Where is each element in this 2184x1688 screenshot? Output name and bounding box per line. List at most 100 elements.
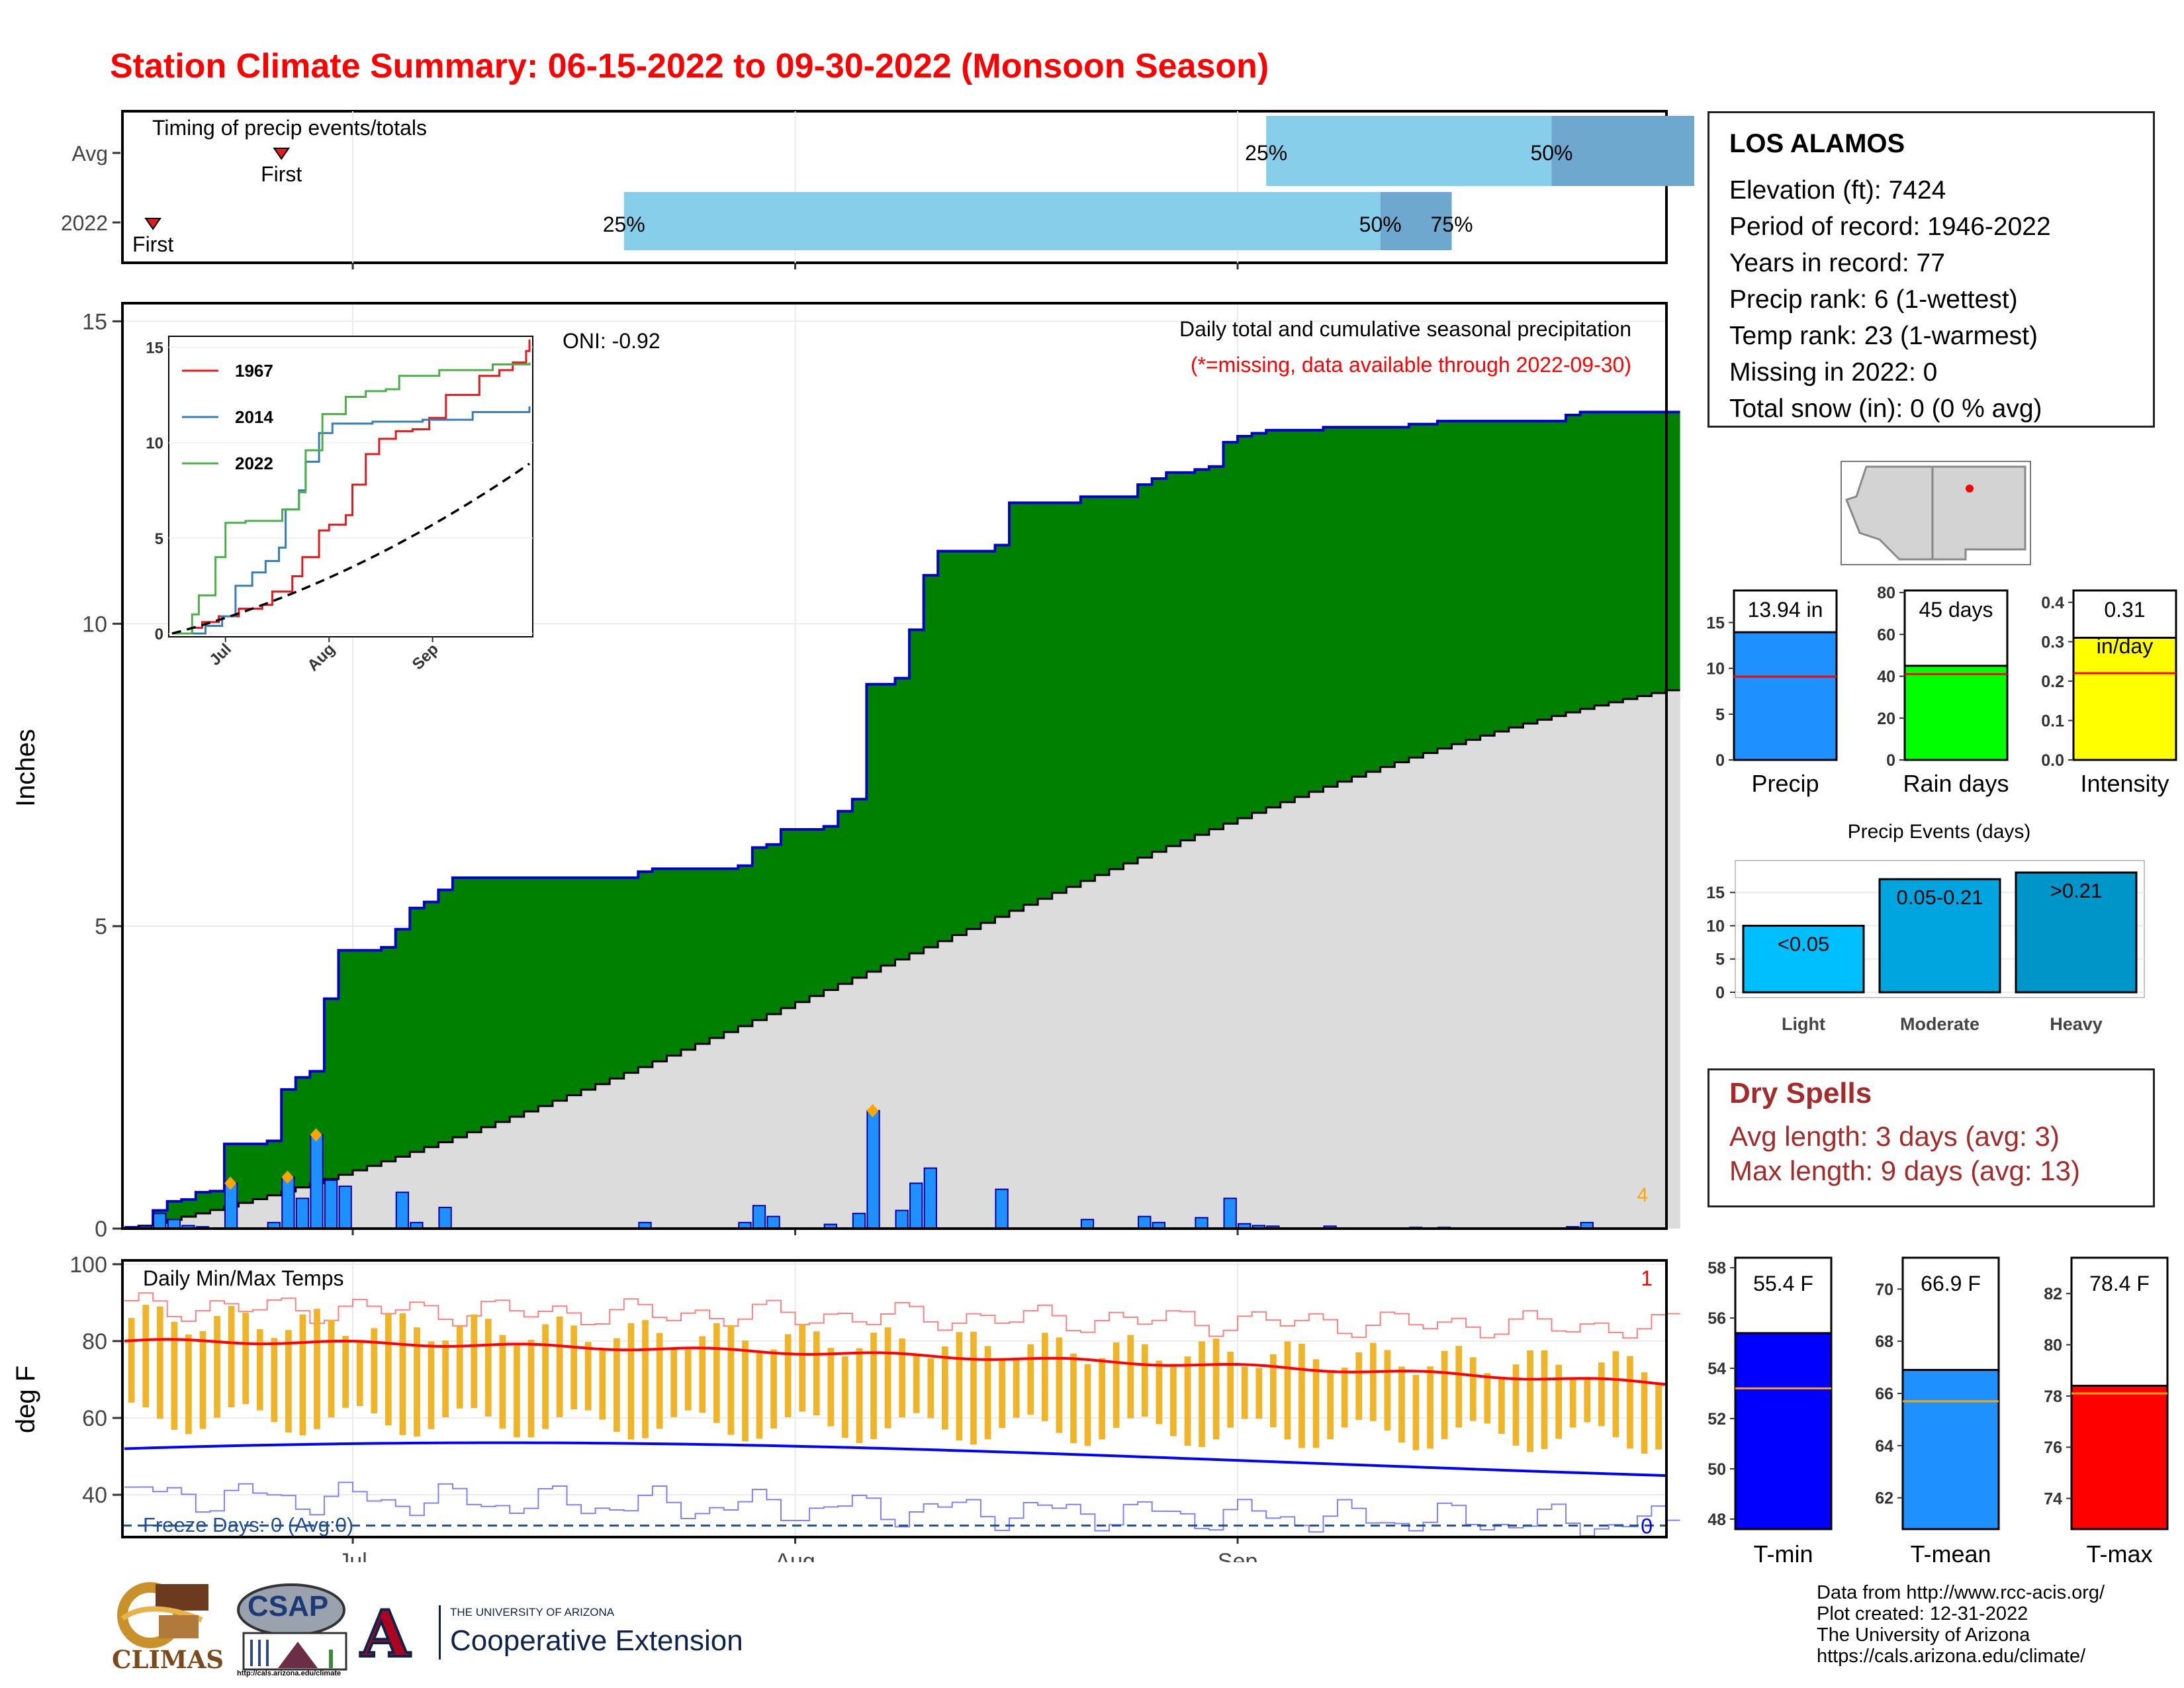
station-name: LOS ALAMOS — [1729, 129, 1905, 158]
daily-temp-bar — [484, 1319, 492, 1417]
daily-marker — [866, 1103, 879, 1117]
daily-temp-bar — [770, 1349, 777, 1429]
daily-temp-bar — [784, 1334, 792, 1417]
daily-precip-bar — [1080, 1219, 1095, 1229]
summary-ytick-label: 60 — [1877, 626, 1895, 644]
daily-temp-bar — [1056, 1337, 1063, 1433]
summary-ytick-label: 0.1 — [2041, 712, 2064, 730]
daily-precip-bar — [395, 1192, 410, 1230]
csap-logo: CSAP http://cals.arizona.edu/climate — [232, 1583, 351, 1683]
y-tick-label: 15 — [82, 309, 107, 334]
timing-panel: Timing of precip events/totals Avg 25% 50% 7… — [61, 110, 1694, 269]
daily-temp-bar — [1184, 1356, 1191, 1446]
summary-ytick-label: 40 — [1877, 668, 1895, 686]
daily-temp-bar — [1270, 1354, 1277, 1428]
daily-temp-bar — [414, 1327, 420, 1437]
temp-bar-t-min — [1734, 1332, 1833, 1530]
daily-temp-bar — [214, 1316, 220, 1418]
daily-temp-bar — [1527, 1350, 1533, 1452]
temp-bar-value-label: 55.4 F — [1753, 1272, 1813, 1295]
events-ytick-label: 5 — [1715, 951, 1725, 969]
temp-xtick-label: Aug — [775, 1549, 815, 1562]
map-new-mexico — [1931, 465, 2026, 561]
daily-temp-bar — [527, 1340, 535, 1438]
daily-temp-bar — [614, 1338, 620, 1432]
temp-bar-t-max — [2070, 1384, 2169, 1530]
climas-text: CLIMAS — [112, 1645, 224, 1674]
daily-temp-bar — [142, 1305, 150, 1408]
daily-temp-bar — [1569, 1378, 1576, 1428]
inset-legend-label: 2014 — [235, 407, 273, 427]
daily-temp-bar — [499, 1335, 506, 1429]
daily-temp-bar — [199, 1331, 206, 1429]
daily-temp-bar — [1627, 1356, 1633, 1449]
daily-temp-bar — [799, 1324, 806, 1412]
daily-temp-bar — [899, 1338, 906, 1418]
temp-bar-ytick-label: 64 — [1875, 1437, 1893, 1456]
daily-temp-bar — [156, 1306, 163, 1419]
dry-spells-title: Dry Spells — [1729, 1077, 1872, 1109]
daily-temp-bar — [884, 1327, 891, 1429]
timing-bar-50-75 — [1380, 192, 1452, 250]
daily-precip-bar — [752, 1205, 766, 1230]
temp-bar-ytick-label: 62 — [1875, 1489, 1893, 1508]
daily-temp-bar — [385, 1313, 392, 1426]
temp-bar-ytick-label: 50 — [1707, 1460, 1726, 1479]
footer-url: https://cals.arizona.edu/climate/ — [1817, 1646, 2086, 1667]
daily-precip-bar — [324, 1179, 338, 1230]
plot-frame — [121, 302, 1668, 1230]
events-title: Precip Events (days) — [1848, 821, 2031, 843]
daily-temp-bar — [999, 1360, 1005, 1429]
daily-temp-bar — [1541, 1350, 1548, 1450]
events-category-label: Moderate — [1900, 1014, 1979, 1034]
summary-ytick-label: 80 — [1877, 584, 1895, 602]
daily-temp-bar — [742, 1340, 749, 1442]
timing-pct-label: 50% — [1530, 141, 1572, 165]
temp-plot-background — [122, 1260, 1666, 1537]
daily-temp-bar — [342, 1336, 349, 1408]
summary-bar-Precip — [1733, 631, 1838, 761]
events-bar-light — [1742, 924, 1865, 994]
summary-bars: 0 5 10 15 13.94 in Precip 0 20 40 60 80 45 days Rain… — [1706, 584, 2177, 797]
daily-temp-bar — [1212, 1338, 1220, 1440]
first-event-marker — [273, 148, 291, 160]
events-category-label: Light — [1782, 1014, 1825, 1034]
ua-block-a: A — [359, 1595, 412, 1673]
daily-temp-bar — [428, 1341, 435, 1429]
daily-temp-bar — [285, 1330, 292, 1433]
daily-temp-bar — [1584, 1377, 1591, 1423]
temp-bar-ytick-label: 58 — [1707, 1259, 1726, 1278]
inset-ytick-label: 0 — [155, 626, 163, 643]
oni-label: ONI: -0.92 — [563, 329, 660, 353]
climas-emblem — [117, 1582, 208, 1648]
temp-bar-ytick-label: 76 — [2044, 1438, 2062, 1457]
daily-temp-bar — [314, 1309, 320, 1429]
temp-bar-ytick-label: 74 — [2044, 1490, 2062, 1509]
daily-temp-bar — [542, 1324, 549, 1429]
csap-emblem — [237, 1583, 347, 1671]
daily-temp-bar — [1398, 1366, 1405, 1443]
daily-temp-bar — [1412, 1374, 1420, 1450]
avg-min-temp-line — [124, 1441, 1666, 1477]
temp-bar-ytick-label: 78 — [2044, 1387, 2062, 1406]
daily-marker — [310, 1128, 322, 1142]
daily-temp-bar — [399, 1313, 406, 1435]
daily-marker — [281, 1170, 294, 1184]
daily-temp-bar — [642, 1320, 649, 1438]
daily-temp-bar — [813, 1331, 820, 1416]
temp-ytick-label: 60 — [82, 1406, 107, 1431]
record-low-count: 0 — [1641, 1515, 1653, 1538]
daily-temp-bar — [1498, 1376, 1505, 1434]
daily-temp-bar — [1241, 1366, 1248, 1419]
summary-ytick-label: 5 — [1715, 706, 1725, 724]
daily-temp-bar — [570, 1325, 578, 1410]
temp-bar-ytick-label: 68 — [1875, 1333, 1893, 1351]
daily-temp-bar — [1355, 1352, 1363, 1420]
events-ytick-label: 15 — [1706, 884, 1725, 902]
daily-temp-bar — [228, 1306, 235, 1408]
daily-temp-bar — [1113, 1342, 1120, 1428]
inset-series-1967 — [172, 340, 531, 635]
daily-temp-bar — [1455, 1346, 1463, 1428]
ua-divider — [439, 1605, 441, 1660]
temp-xtick-label: Sep — [1218, 1549, 1258, 1562]
